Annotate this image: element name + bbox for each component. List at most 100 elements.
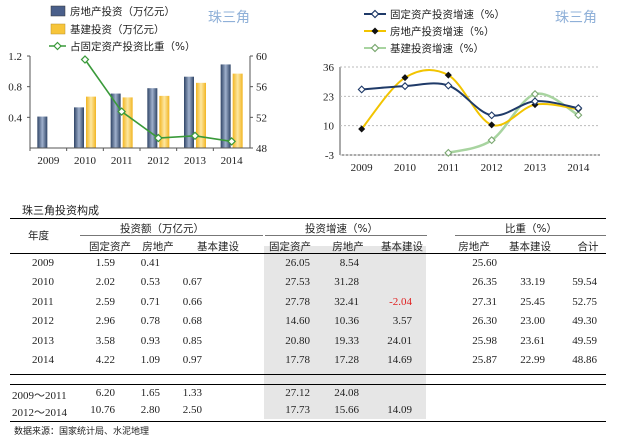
growth-line-2 <box>447 92 579 155</box>
bar-realestate-2013 <box>184 76 194 148</box>
source-note: 数据来源：国家统计局、水泥地理 <box>14 427 150 437</box>
rows-cell: 26.05 <box>285 257 310 269</box>
rows-cell: 49.30 <box>572 315 597 328</box>
rows-cell: 27.78 <box>285 295 310 308</box>
sub-header-2: 基本建设 <box>197 241 239 253</box>
rows-cell: -2.04 <box>389 295 412 308</box>
summary_rows-cell: 6.20 <box>95 387 115 399</box>
y-tick-label: 36 <box>323 62 335 74</box>
rows-cell: 3.58 <box>95 334 115 347</box>
rows-cell: 49.59 <box>572 334 597 347</box>
x-tick-label: 2012 <box>147 155 169 167</box>
rows-cell: 14.69 <box>387 354 412 366</box>
bar-infra-2013 <box>196 82 206 148</box>
x-tick-label: 2011 <box>438 162 460 174</box>
legend-marker-infra <box>370 43 380 53</box>
right-chart-watermark: 珠三角 <box>555 10 597 26</box>
rows-cell: 25.60 <box>472 257 497 269</box>
growth-point-2 <box>487 136 496 145</box>
legend-marker-share <box>53 41 62 51</box>
growth-line-1 <box>360 69 579 130</box>
rows-cell: 27.53 <box>285 276 310 289</box>
rows-year: 2014 <box>32 354 54 366</box>
right-tick-label: 52 <box>256 112 267 124</box>
summary_rows-cell: 15.66 <box>334 404 359 416</box>
rows-cell: 23.61 <box>520 334 545 347</box>
bar-realestate-2012 <box>147 88 158 148</box>
rows-year: 2012 <box>32 315 54 328</box>
growth-point-0 <box>357 85 366 94</box>
rows-cell: 0.53 <box>140 276 160 289</box>
right-tick-label: 56 <box>256 82 268 94</box>
bar-realestate-2010 <box>74 107 84 148</box>
rows-year: 2009 <box>32 257 54 269</box>
share-line <box>84 59 232 143</box>
rows-cell: 3.57 <box>392 315 412 328</box>
left-tick-label: 0.4 <box>8 112 22 124</box>
investment-table: 珠三角投资构成 年度 投资额（万亿元） 投资增速（%） 比重（%） 固定资产 房地… <box>0 196 620 439</box>
growth-point-0 <box>400 82 410 91</box>
rows-cell: 32.41 <box>334 295 359 308</box>
x-tick-label: 2011 <box>111 155 133 167</box>
legend-label-realestate-growth: 房地产投资增速（%） <box>390 25 494 38</box>
summary_rows-cell: 2.50 <box>182 404 202 416</box>
rows-cell: 4.22 <box>95 354 115 366</box>
legend-label-infra: 基建投资（万亿元） <box>70 23 165 36</box>
rows-cell: 27.31 <box>472 295 497 308</box>
rows-cell: 25.87 <box>472 354 497 366</box>
rows-cell: 0.78 <box>140 315 160 328</box>
share-point <box>117 107 127 116</box>
share-point <box>190 131 200 141</box>
rows-cell: 0.97 <box>182 354 202 366</box>
x-tick-label: 2012 <box>481 162 503 174</box>
rows-cell: 24.01 <box>387 334 412 347</box>
rows-cell: 1.59 <box>95 257 115 269</box>
rows-cell: 0.67 <box>182 276 202 289</box>
left-tick-label: 1.2 <box>8 51 22 63</box>
rows-cell: 33.19 <box>520 276 545 289</box>
rows-cell: 17.78 <box>285 354 310 366</box>
growth-point-0 <box>530 97 540 106</box>
rows-cell: 17.28 <box>334 354 359 366</box>
legend-label-share: 占固定资产投资比重（%） <box>70 40 195 53</box>
rows-cell: 0.85 <box>182 334 202 347</box>
rows-cell: 2.02 <box>95 276 115 289</box>
bar-infra-2014 <box>232 73 243 148</box>
x-tick-label: 2009 <box>351 162 374 174</box>
legend-label-realestate: 房地产投资（万亿元） <box>70 5 175 18</box>
bar-realestate-2009 <box>37 116 48 148</box>
rows-cell: 0.93 <box>140 334 160 347</box>
summary_rows-cell: 10.76 <box>90 404 115 416</box>
left-chart-watermark: 珠三角 <box>208 10 250 26</box>
y-tick-label: 23 <box>323 91 335 103</box>
left-chart: 0.4 0.8 1.2 48 52 56 60 2009 2010 2011 2012 2013 201… <box>8 5 268 167</box>
right-tick-label: 48 <box>256 143 268 155</box>
sub-header-4: 房地产 <box>332 241 364 253</box>
rows-cell: 25.45 <box>520 295 545 308</box>
legend-label-infra-growth: 基建投资增速（%） <box>390 42 484 55</box>
growth-point-1 <box>488 121 496 129</box>
rows-cell: 1.09 <box>140 354 160 366</box>
rows-cell: 2.96 <box>95 315 115 328</box>
rows-cell: 0.41 <box>140 257 160 269</box>
rows-cell: 8.54 <box>339 257 359 269</box>
rows-cell: 26.30 <box>472 315 497 328</box>
growth-point-0 <box>487 111 496 120</box>
growth-point-0 <box>444 81 453 90</box>
rows-cell: 31.28 <box>334 276 359 289</box>
share-point <box>227 137 237 146</box>
sub-header-1: 房地产 <box>142 241 174 253</box>
rows-cell: 48.86 <box>572 354 597 366</box>
y-tick-label: -3 <box>325 150 335 162</box>
growth-point-2 <box>444 148 453 157</box>
rows-cell: 23.00 <box>520 315 545 328</box>
rows-year: 2011 <box>32 295 54 308</box>
summary_rows-year: 2012～2014 <box>12 407 67 419</box>
share-point <box>80 55 90 64</box>
rows-cell: 22.99 <box>520 354 545 366</box>
growth-point-0 <box>574 104 583 113</box>
summary_rows-year: 2009～2011 <box>12 390 67 402</box>
summary_rows-cell: 1.33 <box>182 387 202 399</box>
rows-cell: 52.75 <box>572 295 597 308</box>
growth-point-1 <box>358 125 366 133</box>
